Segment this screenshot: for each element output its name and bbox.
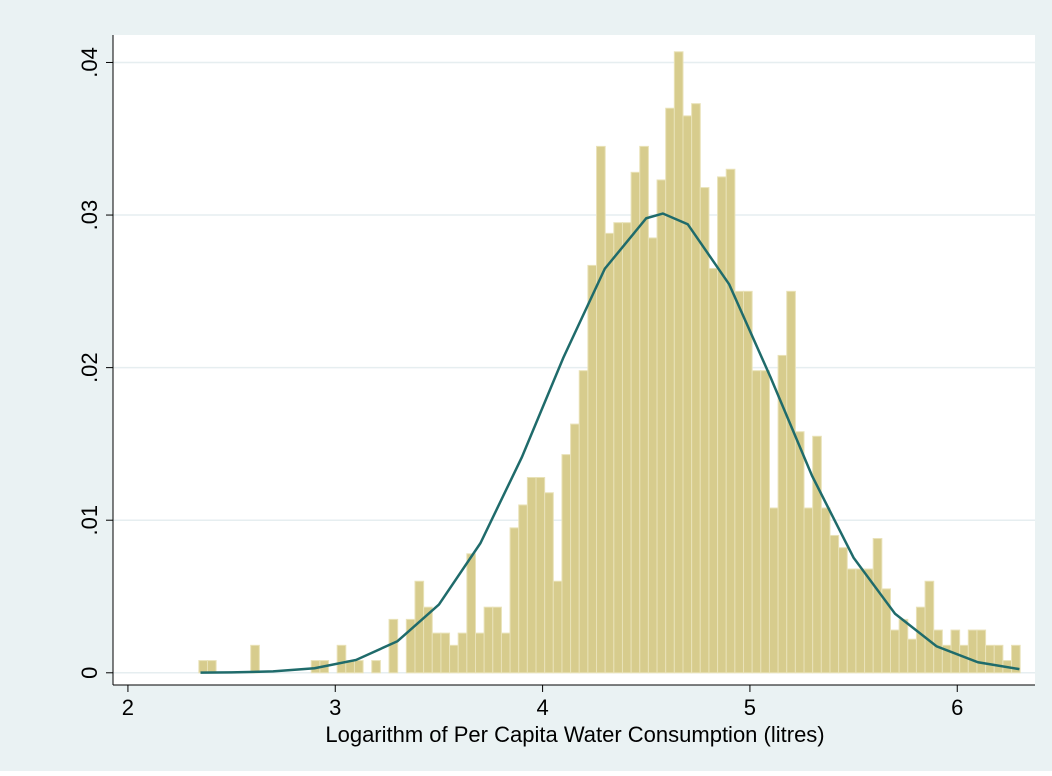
bar <box>864 568 874 674</box>
bar <box>898 618 909 674</box>
bar <box>500 632 511 674</box>
y-tick-label: .04 <box>77 47 102 78</box>
bar <box>647 237 658 674</box>
bar <box>907 638 917 674</box>
density-curve <box>200 212 1020 674</box>
bar <box>993 644 1004 674</box>
bar <box>967 629 978 674</box>
bar <box>388 618 399 674</box>
bar <box>855 568 866 674</box>
bar <box>812 435 822 674</box>
bar <box>872 538 883 674</box>
bar <box>717 176 727 674</box>
bar <box>803 507 814 674</box>
bar <box>336 644 347 674</box>
x-tick-label: 5 <box>744 695 756 720</box>
bar <box>725 168 736 674</box>
bar <box>518 504 528 674</box>
bar <box>829 534 840 674</box>
bar <box>734 290 745 674</box>
bar <box>691 103 701 674</box>
bar <box>915 606 926 674</box>
bar <box>665 107 675 674</box>
bar <box>587 264 598 674</box>
bar <box>613 222 623 674</box>
bar <box>838 547 848 674</box>
bar <box>535 476 546 674</box>
bar <box>509 527 520 674</box>
bar <box>544 492 554 674</box>
bar <box>673 51 684 674</box>
bar <box>483 606 494 674</box>
bar <box>682 115 693 674</box>
x-axis-label: Logarithm of Per Capita Water Consumptio… <box>325 722 824 747</box>
y-tick-label: .03 <box>77 200 102 231</box>
bar <box>1011 644 1021 674</box>
bar <box>604 232 615 674</box>
y-tick-label: 0 <box>77 667 102 679</box>
bar <box>751 370 762 674</box>
bar <box>846 568 857 674</box>
x-tick-label: 3 <box>329 695 341 720</box>
bar <box>933 629 943 674</box>
x-tick-label: 2 <box>122 695 134 720</box>
bar <box>743 290 753 674</box>
bar <box>552 580 563 674</box>
bar <box>457 632 468 674</box>
bar <box>578 370 589 674</box>
bar <box>526 476 537 674</box>
bar <box>768 507 779 674</box>
bar <box>474 632 485 674</box>
bar <box>250 644 260 674</box>
bar <box>371 660 381 674</box>
bar <box>924 580 935 674</box>
bar <box>440 632 451 674</box>
y-tick-label: .01 <box>77 505 102 536</box>
bar <box>621 222 632 674</box>
bar <box>492 606 502 674</box>
bar <box>466 553 476 674</box>
bar <box>449 644 459 674</box>
bar <box>198 660 208 674</box>
bar <box>656 179 667 674</box>
bar <box>794 431 805 674</box>
bar <box>353 660 364 674</box>
bar <box>976 629 987 674</box>
bar <box>985 644 995 674</box>
bar <box>561 454 572 674</box>
bar <box>596 145 606 674</box>
bar <box>820 507 831 674</box>
bar <box>630 171 641 674</box>
bar <box>570 423 580 674</box>
bar <box>786 290 796 674</box>
x-tick-label: 4 <box>536 695 548 720</box>
bar <box>206 660 217 674</box>
y-tick-label: .02 <box>77 352 102 383</box>
bar <box>708 267 719 674</box>
bar <box>760 370 770 674</box>
bar <box>431 632 442 674</box>
x-tick-label: 6 <box>951 695 963 720</box>
bar <box>414 580 425 674</box>
bar <box>699 187 710 674</box>
bar <box>889 629 900 674</box>
